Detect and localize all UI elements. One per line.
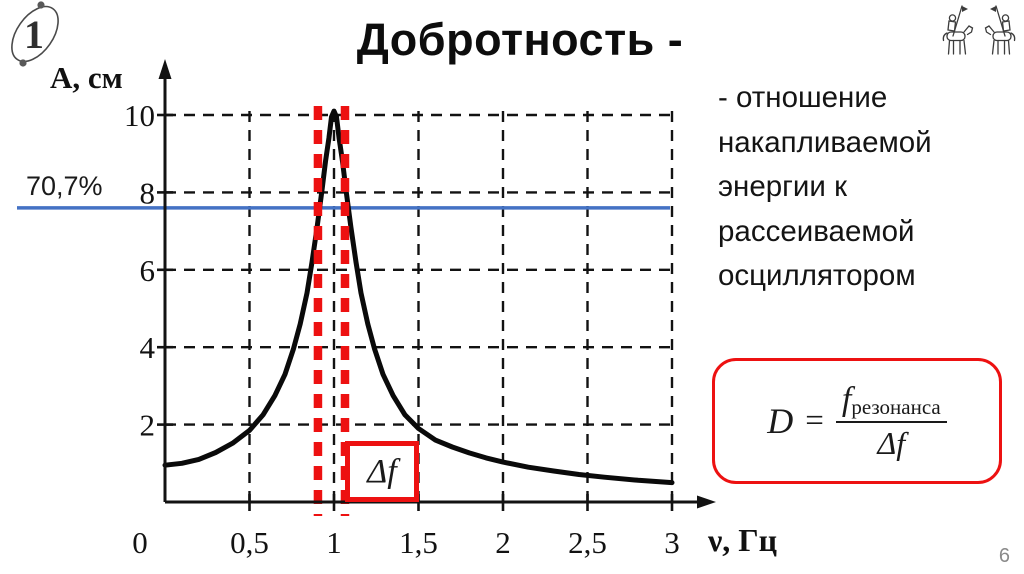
y-tick-label: 6 xyxy=(140,253,156,288)
formula-numerator-subscript: резонанса xyxy=(851,395,941,420)
y-axis-arrow-icon xyxy=(158,59,172,79)
definition-text: - отношение накапливаемой энергии к расс… xyxy=(718,76,1020,299)
formula-numerator-base: f xyxy=(841,380,852,418)
x-tick-label: 2,5 xyxy=(568,525,607,560)
x-tick-label: 2 xyxy=(495,525,511,560)
definition-line: - отношение xyxy=(718,81,888,114)
badge-number: 1 xyxy=(24,12,44,57)
definition-line: накапливаемой xyxy=(718,125,932,159)
half-power-label: 70,7% xyxy=(26,171,103,201)
lesson-number-badge-icon: 1 xyxy=(11,1,59,67)
formula-lhs: D xyxy=(767,401,794,441)
definition-line: рассеиваемой xyxy=(718,214,915,248)
y-axis-title: А, см xyxy=(50,60,123,95)
y-tick-label: 10 xyxy=(124,98,155,133)
definition-line: энергии к xyxy=(718,170,847,203)
x-axis-arrow-icon xyxy=(697,495,716,509)
y-tick-label: 2 xyxy=(140,408,156,443)
x-tick-label: 1,5 xyxy=(399,525,438,560)
x-tick-label: 3 xyxy=(664,525,680,560)
x-axis-title: ν, Гц xyxy=(708,522,778,558)
x-tick-label: 1 xyxy=(326,525,342,560)
formula-numerator: fрезонанса xyxy=(835,380,947,424)
x-tick-label: 0 xyxy=(132,525,148,560)
slide-title: Добротность - xyxy=(356,14,684,65)
bandwidth-callout-box: Δf xyxy=(345,441,419,502)
y-tick-label: 8 xyxy=(140,175,156,210)
knights-emblem-icon xyxy=(942,5,1016,55)
y-tick-label: 4 xyxy=(140,330,156,365)
page-number: 6 xyxy=(998,545,1010,567)
x-tick-label: 0,5 xyxy=(230,525,269,560)
formula-fraction: fрезонанса Δf xyxy=(835,380,947,462)
formula-denominator: Δf xyxy=(877,425,906,462)
bandwidth-label: Δf xyxy=(367,452,397,490)
definition-line: осциллятором xyxy=(718,259,916,292)
formula-equals: = xyxy=(805,402,824,439)
quality-factor-formula-box: D = fрезонанса Δf xyxy=(712,358,1002,484)
resonance-curve xyxy=(162,108,675,486)
